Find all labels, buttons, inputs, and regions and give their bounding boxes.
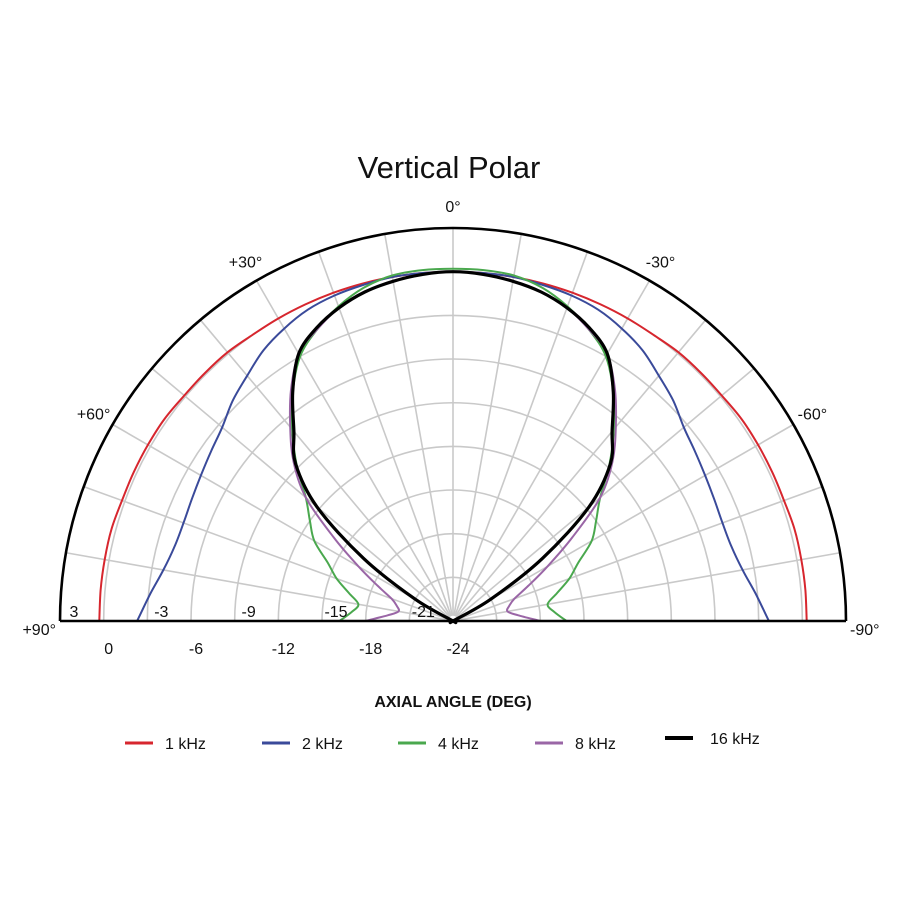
legend-item: 8 kHz — [535, 736, 616, 753]
legend-item: 1 kHz — [125, 736, 206, 753]
polar-grid — [65, 228, 841, 622]
grid-spoke — [317, 251, 452, 616]
grid-spoke — [457, 423, 794, 619]
curves — [98, 267, 808, 625]
series-line-16khz — [290, 270, 616, 625]
angle-label: -30° — [646, 255, 676, 272]
grid-spoke — [458, 551, 841, 621]
radial-tick-label: -24 — [446, 641, 469, 658]
angle-label: -90° — [850, 622, 880, 639]
legend-label: 16 kHz — [710, 731, 760, 748]
legend: 1 kHz 2 kHz 4 kHz 8 kHz 16 kHz — [125, 731, 760, 753]
legend-label: 8 kHz — [575, 736, 616, 753]
radial-tick-label: -18 — [359, 641, 382, 658]
radial-tick-label: 3 — [70, 604, 79, 621]
grid-spoke — [151, 367, 449, 618]
legend-item: 4 kHz — [398, 736, 479, 753]
grid-spoke — [255, 280, 451, 617]
radial-tick-label: -6 — [189, 641, 203, 658]
legend-label: 4 kHz — [438, 736, 479, 753]
grid-spoke — [83, 485, 448, 620]
radial-tick-label: -3 — [154, 604, 168, 621]
series-line-4khz — [290, 267, 616, 622]
angle-label: +60° — [77, 407, 111, 424]
legend-item: 2 kHz — [262, 736, 343, 753]
angle-label: +30° — [229, 255, 263, 272]
angle-label: -60° — [798, 407, 828, 424]
grid-spoke — [112, 423, 449, 619]
grid-spoke — [199, 319, 450, 617]
axis-labels: 0° +30° -30° +60° -60° +90° -90° 3 -3 -9 -15 -21 0 -6… — [22, 199, 879, 658]
grid-spoke — [458, 485, 823, 620]
grid-spoke — [456, 319, 707, 617]
angle-label: +90° — [22, 622, 56, 639]
x-axis-label: AXIAL ANGLE (DEG) — [374, 694, 531, 711]
grid-spoke — [383, 233, 453, 616]
radial-tick-label: -9 — [242, 604, 256, 621]
polar-frame — [58, 226, 848, 623]
chart-title: Vertical Polar — [358, 150, 541, 185]
grid-spoke — [457, 367, 755, 618]
grid-spoke — [65, 551, 448, 621]
legend-item: 16 kHz — [665, 731, 760, 748]
radial-tick-label: -15 — [324, 604, 347, 621]
grid-spoke — [455, 280, 651, 617]
radial-tick-label: 0 — [104, 641, 113, 658]
legend-label: 1 kHz — [165, 736, 206, 753]
radial-tick-label: -12 — [272, 641, 295, 658]
grid-spoke — [453, 233, 523, 616]
legend-label: 2 kHz — [302, 736, 343, 753]
radial-tick-label: -21 — [412, 604, 435, 621]
grid-spoke — [454, 251, 589, 616]
outer-ring — [58, 226, 848, 622]
angle-label: 0° — [445, 199, 460, 216]
